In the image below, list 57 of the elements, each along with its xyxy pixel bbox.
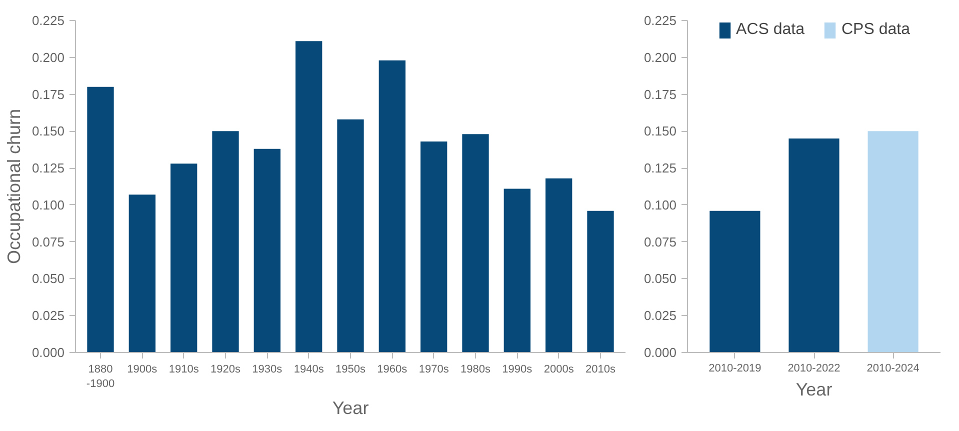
- y-axis-title: Occupational churn: [4, 108, 24, 264]
- bar: [504, 188, 530, 352]
- y-tick-label: 0.150: [644, 124, 677, 139]
- x-tick-label: 1940s: [294, 364, 324, 376]
- x-tick-label: 1960s: [377, 364, 408, 376]
- bar: [170, 164, 198, 352]
- y-tick-label: 0.100: [644, 197, 677, 212]
- bar: [378, 60, 406, 352]
- y-tick-label: 0.000: [32, 345, 65, 360]
- bar: [212, 131, 239, 352]
- y-tick-label: 0.150: [32, 124, 65, 139]
- y-tick-label: 0.125: [644, 160, 677, 176]
- bar: [587, 210, 614, 352]
- legend-label: CPS data: [842, 21, 910, 39]
- bar: [710, 210, 760, 352]
- y-tick-label: 0.025: [644, 308, 677, 324]
- x-tick-label: 2010-2024: [866, 362, 920, 374]
- bar: [546, 178, 572, 352]
- y-tick-label: 0.075: [32, 234, 65, 250]
- x-axis-title: Year: [796, 380, 832, 400]
- x-axis-title: Year: [332, 398, 369, 418]
- bar: [420, 141, 448, 352]
- x-tick-label: 1980s: [460, 364, 491, 376]
- y-tick-label: 0.200: [644, 50, 677, 65]
- x-tick-label: 1970s: [418, 364, 450, 376]
- bar: [128, 194, 156, 352]
- bar: [254, 148, 280, 352]
- y-tick-label: 0.050: [644, 271, 677, 286]
- bar: [788, 138, 840, 352]
- x-tick-label: 2010s: [586, 364, 616, 376]
- bar: [337, 119, 364, 352]
- x-tick-label: 2000s: [544, 364, 574, 376]
- bar: [87, 86, 114, 352]
- x-tick-label: 1990s: [502, 364, 533, 376]
- x-tick-label: 1910s: [168, 364, 200, 376]
- bar: [462, 134, 489, 352]
- x-tick-label: 1920s: [210, 364, 241, 376]
- y-tick-label: 0.050: [32, 271, 65, 286]
- y-tick-label: 0.200: [32, 50, 65, 65]
- x-tick-label: 1930s: [252, 364, 283, 376]
- y-tick-label: 0.000: [644, 345, 677, 360]
- y-tick-label: 0.100: [32, 197, 65, 212]
- y-tick-label: 0.125: [32, 160, 65, 176]
- x-tick-label: 1880 -1900: [86, 364, 115, 390]
- y-tick-label: 0.175: [32, 86, 65, 102]
- x-tick-label: 1900s: [127, 364, 158, 376]
- bar: [868, 131, 918, 352]
- x-tick-label: 2010-2022: [788, 362, 840, 374]
- y-tick-label: 0.225: [644, 13, 677, 28]
- x-tick-label: 1950s: [336, 364, 366, 376]
- legend-label: ACS data: [736, 21, 804, 39]
- y-tick-label: 0.225: [32, 13, 65, 28]
- x-tick-label: 2010-2019: [708, 362, 762, 374]
- y-tick-label: 0.025: [32, 308, 65, 324]
- y-tick-label: 0.175: [644, 86, 677, 102]
- bar: [296, 41, 322, 352]
- y-tick-label: 0.075: [644, 234, 677, 250]
